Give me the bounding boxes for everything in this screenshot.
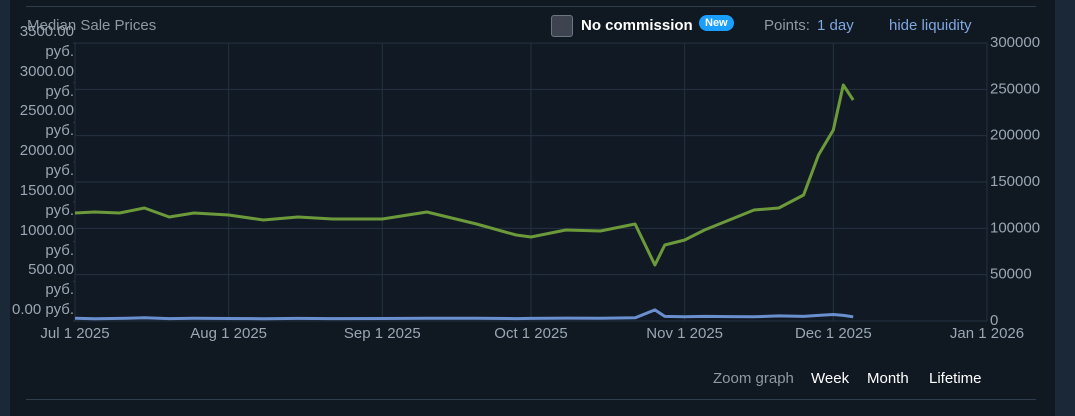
y2-tick-label: 200000 <box>990 127 1040 144</box>
y2-tick-label: 100000 <box>990 219 1040 236</box>
y-tick-label: 1500.00 руб. <box>19 181 74 219</box>
points-label: Points: <box>764 17 810 34</box>
divider <box>26 399 1036 400</box>
zoom-week[interactable]: Week <box>811 370 850 387</box>
y-tick-label: 0.00 руб. <box>12 301 74 318</box>
y-tick-label: 2500.00 руб. <box>19 102 74 140</box>
series-line <box>74 83 855 267</box>
y-tick-label: 2000.00 руб. <box>19 142 74 180</box>
new-badge: New <box>699 15 734 31</box>
y-tick-label: 500.00 руб. <box>28 261 74 299</box>
y2-tick-label: 0 <box>990 312 998 329</box>
y2-tick-label: 150000 <box>990 173 1040 190</box>
checkbox[interactable] <box>551 15 573 37</box>
points-value[interactable]: 1 day <box>817 17 854 34</box>
hide-liquidity[interactable]: hide liquidity <box>889 17 972 34</box>
x-tick-label: Sep 1 2025 <box>344 325 421 342</box>
zoom-month[interactable]: Month <box>867 370 909 387</box>
chart-title: Median Sale Prices <box>27 17 157 34</box>
y2-tick-label: 300000 <box>990 34 1040 51</box>
y-tick-label: 3500.00 руб. <box>19 23 74 60</box>
x-tick-label: Aug 1 2025 <box>190 325 267 342</box>
x-tick-label: Oct 1 2025 <box>494 325 567 342</box>
y-tick-label: 3000.00 руб. <box>19 62 74 100</box>
zoom-lifetime[interactable]: Lifetime <box>929 370 982 387</box>
x-tick-label: Dec 1 2025 <box>795 325 872 342</box>
y2-tick-label: 50000 <box>990 266 1032 283</box>
x-tick-label: Jan 1 2026 <box>950 325 1024 342</box>
y-tick-label: 1000.00 руб. <box>19 221 74 259</box>
x-tick-label: Nov 1 2025 <box>646 325 723 342</box>
divider <box>26 6 1036 7</box>
checkbox-label[interactable]: No commission <box>581 17 693 34</box>
y2-tick-label: 250000 <box>990 80 1040 97</box>
series-line <box>74 308 854 321</box>
zoom-label: Zoom graph <box>713 370 794 387</box>
x-tick-label: Jul 1 2025 <box>40 325 109 342</box>
